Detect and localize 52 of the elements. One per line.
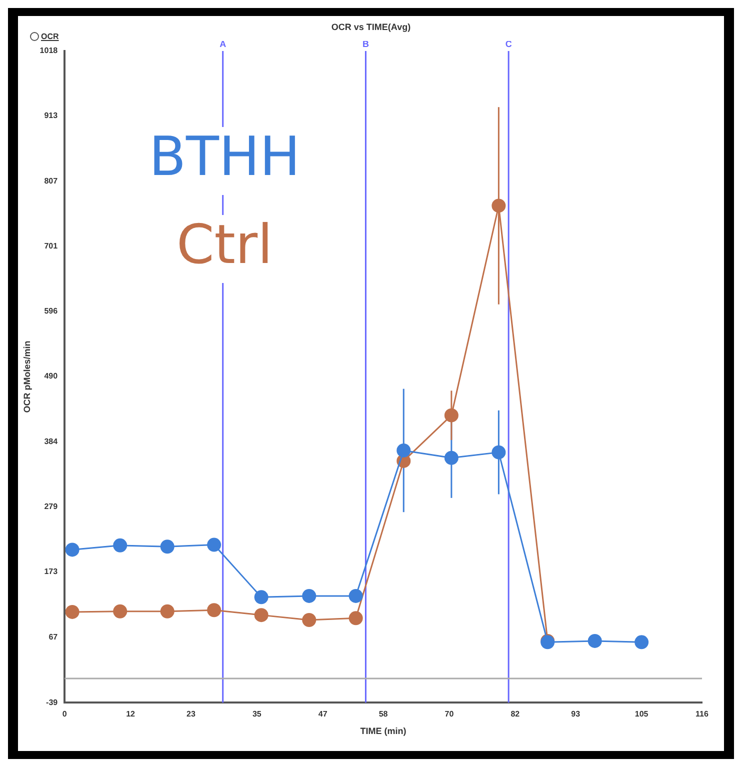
- point: [113, 538, 128, 552]
- x-tick-label: 82: [510, 710, 520, 719]
- y-axis-title: OCR pMoles/min: [22, 340, 32, 413]
- y-tick-label: 173: [44, 567, 58, 576]
- point: [160, 540, 174, 554]
- point: [65, 542, 80, 557]
- point: [113, 604, 128, 618]
- point: [65, 604, 80, 619]
- text: Ctrl: [176, 213, 273, 276]
- y-tick-label: 913: [44, 110, 58, 120]
- y-tick-label: 807: [44, 176, 58, 186]
- text: BTHH: [148, 125, 300, 188]
- y-tick-label: 596: [44, 306, 58, 316]
- point: [302, 588, 316, 603]
- y-tick-label: 384: [44, 437, 58, 446]
- point: [396, 443, 411, 458]
- point: [348, 611, 363, 626]
- y-tick-label: 67: [48, 632, 58, 642]
- point: [588, 634, 602, 648]
- y-tick-label: 701: [44, 242, 58, 251]
- point: [207, 538, 222, 552]
- y-tick-label: -39: [46, 698, 58, 707]
- x-axis-title: TIME (min): [360, 726, 406, 736]
- legend-title: OCR: [41, 32, 59, 41]
- x-tick-label: 116: [696, 710, 710, 719]
- point: [634, 635, 649, 650]
- x-tick-label: 47: [318, 710, 328, 719]
- chart-title: OCR vs TIME(Avg): [330, 22, 412, 32]
- x-tick-label: 35: [252, 710, 262, 719]
- point: [207, 603, 222, 618]
- y-tick-label: 279: [44, 502, 58, 511]
- point: [348, 588, 363, 603]
- x-tick-label: 23: [186, 710, 196, 719]
- point: [254, 608, 268, 622]
- point: [492, 445, 506, 460]
- y-tick-label: 490: [44, 372, 58, 381]
- x-tick-label: 12: [126, 710, 136, 719]
- x-tick-label: 105: [634, 710, 649, 719]
- point: [492, 198, 506, 213]
- x-tick-label: 58: [378, 710, 388, 719]
- point: [160, 604, 174, 618]
- y-tick-label: 1018: [40, 46, 58, 56]
- point: [254, 590, 268, 604]
- x-tick-label: 0: [62, 710, 68, 719]
- x-tick-label: 70: [444, 710, 454, 719]
- point: [444, 450, 458, 465]
- ref-line-label: C: [505, 38, 512, 49]
- ref-line-label: B: [362, 38, 370, 49]
- x-tick-label: 93: [571, 710, 581, 719]
- ref-line-label: A: [220, 38, 227, 49]
- point: [444, 408, 458, 422]
- point: [302, 612, 316, 627]
